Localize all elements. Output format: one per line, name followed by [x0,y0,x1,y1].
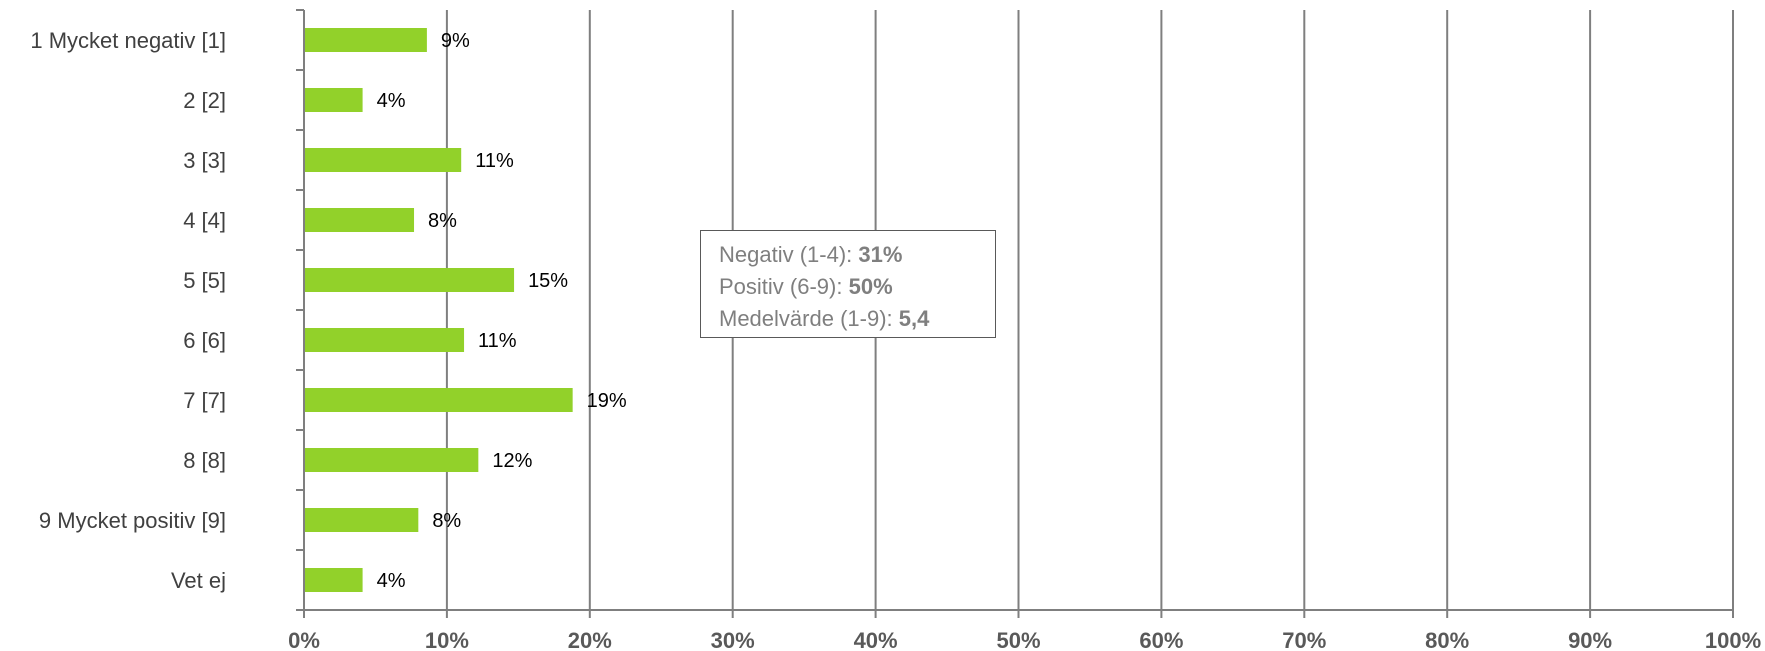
data-label: 9% [441,30,470,52]
x-tick-label: 30% [711,628,755,651]
bar [305,568,363,592]
category-label: Vet ej [171,568,226,593]
data-label: 4% [377,570,406,592]
x-tick-label: 100% [1705,628,1761,651]
category-label: 5 [5] [183,268,226,293]
summary-positiv: Positiv (6-9): 50% [719,274,893,299]
data-label: 12% [492,450,532,472]
summary-medelvarde: Medelvärde (1-9): 5,4 [719,306,930,331]
summary-box: Negativ (1-4): 31% Positiv (6-9): 50% Me… [700,230,996,338]
x-tick-label: 60% [1139,628,1183,651]
x-tick-label: 20% [568,628,612,651]
data-label: 11% [478,330,517,352]
x-tick-label: 10% [425,628,469,651]
data-label: 11% [475,150,514,172]
category-label: 4 [4] [183,208,226,233]
x-tick-label: 50% [996,628,1040,651]
axes [296,9,1734,618]
x-tick-labels: 0% 10% 20% 30% 40% 50% 60% 70% 80% 90% 100% [288,628,1761,651]
x-tick-label: 40% [854,628,898,651]
bar [305,268,515,292]
data-label: 8% [432,510,461,532]
data-labels: 9% 4% 11% 8% 15% 11% 19% 12% 8% 4% [377,30,627,592]
bar [305,388,573,412]
bar [305,448,479,472]
bar [305,508,419,532]
x-tick-label: 70% [1282,628,1326,651]
bar [305,148,462,172]
category-labels: 1 Mycket negativ [1] 2 [2] 3 [3] 4 [4] 5 [5]… [30,28,226,593]
bar [305,88,363,112]
bars [305,28,573,592]
bar [305,28,427,52]
x-tick-label: 90% [1568,628,1612,651]
category-label: 1 Mycket negativ [1] [30,28,226,53]
category-label: 9 Mycket positiv [9] [39,508,226,533]
data-label: 15% [528,270,568,292]
data-label: 8% [428,210,457,232]
category-label: 8 [8] [183,448,226,473]
category-label: 2 [2] [183,88,226,113]
category-label: 7 [7] [183,388,226,413]
bar [305,328,465,352]
gridlines [445,10,1734,610]
summary-negativ: Negativ (1-4): 31% [719,242,903,267]
data-label: 4% [377,90,406,112]
bar [305,208,415,232]
x-tick-label: 80% [1425,628,1469,651]
category-label: 6 [6] [183,328,226,353]
category-label: 3 [3] [183,148,226,173]
x-tick-label: 0% [288,628,320,651]
data-label: 19% [587,390,627,412]
